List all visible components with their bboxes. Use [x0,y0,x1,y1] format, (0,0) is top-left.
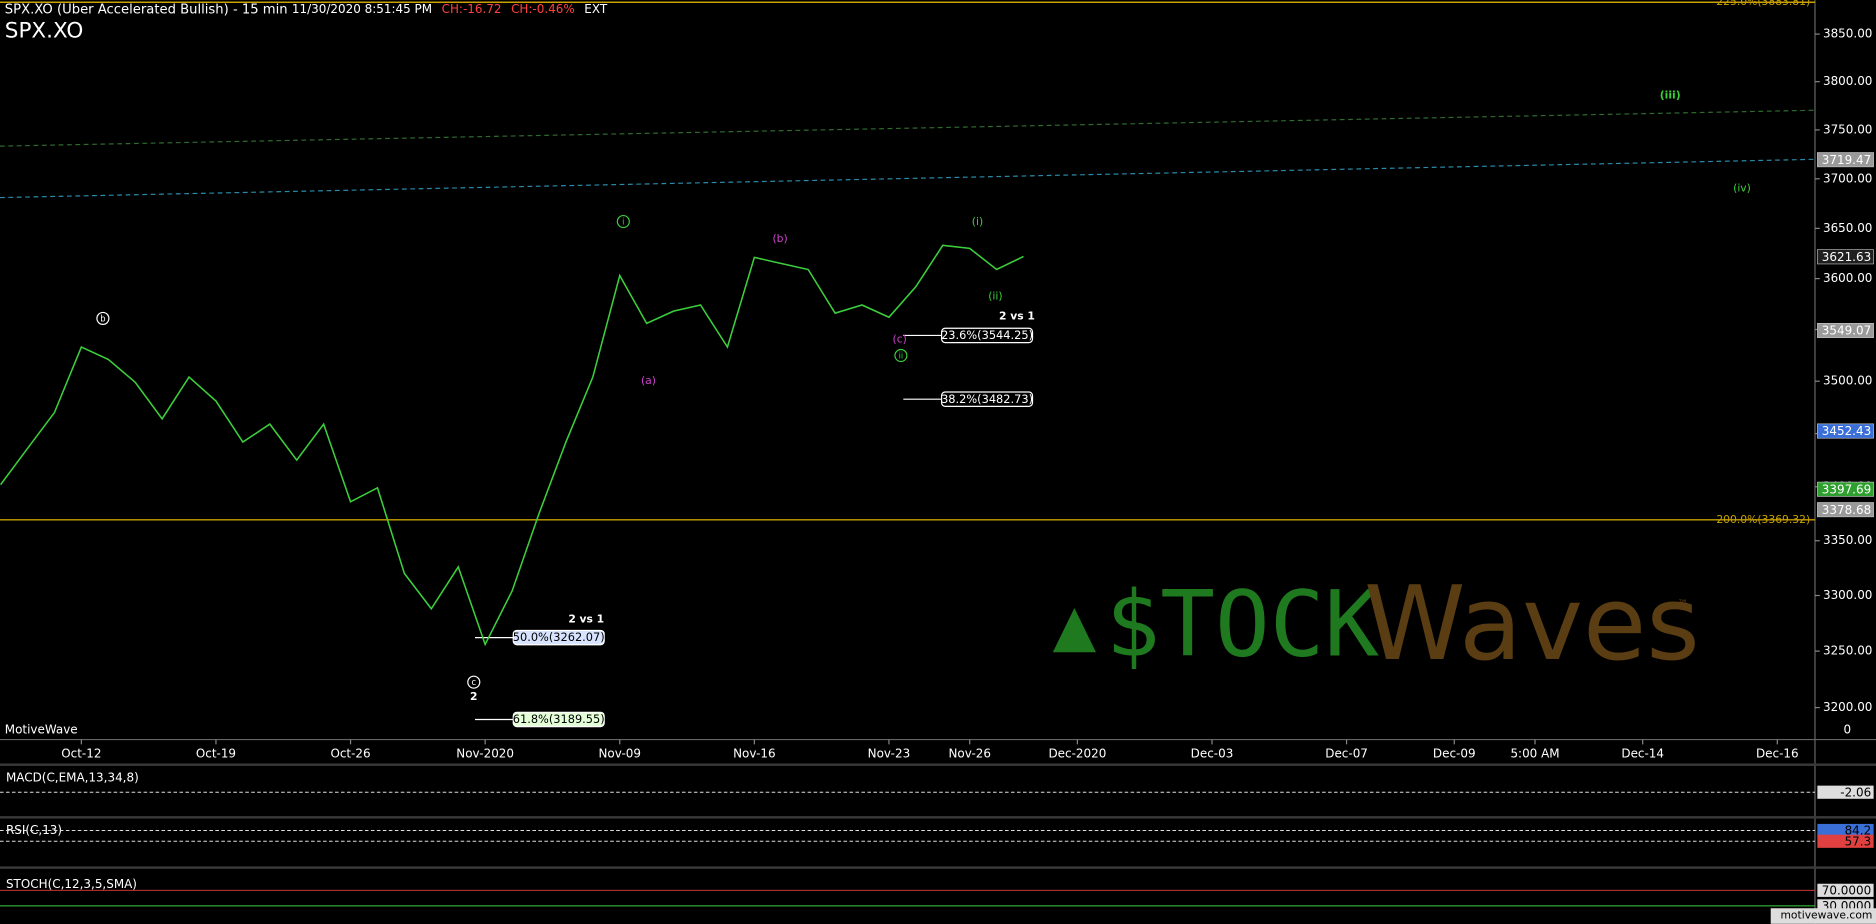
wave-label: (b) [772,232,787,245]
header-info: CH:-16.72 [442,2,502,16]
wave-label: (a) [641,374,656,387]
fib-label: 23.6%(3544.25) [941,328,1033,342]
panel-reading-box [1817,823,1874,838]
y-tick-label: 3850.00 [1823,27,1872,41]
fib-box [940,391,1034,407]
chart-title: SPX.XO [5,18,84,43]
watermark: ™ [1677,597,1688,610]
price-label: 3452.43 [1822,424,1871,438]
header-info: CH:-0.46% [511,2,575,16]
wave-label: (iii) [1660,88,1681,101]
wave-label: (ii) [988,289,1002,302]
price-label-box [1817,502,1874,518]
panel-reading-box [1817,883,1874,897]
x-tick-label: Dec-03 [1191,746,1234,760]
panel-reading-box [1817,785,1874,799]
fib-box [940,327,1034,344]
y-tick-label: 3250.00 [1823,644,1872,658]
panel-label: STOCH(C,12,3,5,SMA) [6,877,137,891]
price-label-box [1817,323,1874,338]
y-tick-label: 3600.00 [1823,271,1872,285]
panel-reading: 84.2 [1845,824,1872,838]
y-tick-label: 3700.00 [1823,171,1872,185]
watermark: $TOCK [1106,573,1380,678]
header-info: 11/30/2020 8:51:45 PM [292,2,432,16]
wave-label: 2 vs 1 [999,310,1035,323]
price-label: 3397.69 [1822,482,1871,496]
fib-label: 38.2%(3482.73) [941,392,1033,406]
price-label-box [1817,423,1874,439]
x-tick-label: Nov-16 [733,746,776,760]
x-tick-label: Oct-12 [61,746,101,760]
wave-label: b [100,314,105,324]
fib-label: 225.0%(3883.81) [1716,0,1810,8]
y-tick-label: 3650.00 [1823,221,1872,235]
x-tick-label: Nov-2020 [456,746,514,760]
price-label: 3719.47 [1822,153,1871,167]
price-line [0,244,1024,647]
panel-separator [0,866,1876,869]
panel-separator [0,816,1876,819]
y-tick-label: 3350.00 [1823,533,1872,547]
wave-label: c [471,677,476,687]
y-tick-label: 3800.00 [1823,74,1872,88]
footer: motivewave.com [1780,908,1872,921]
header-info: EXT [584,2,608,16]
volume-axis-label: 0 [1843,723,1851,737]
wave-label: (i) [972,215,983,228]
fib-box [512,711,605,728]
channel-line [0,158,1815,199]
panel-reading: -2.06 [1840,785,1871,799]
price-label-box [1817,481,1874,497]
x-tick-label: Nov-09 [598,746,641,760]
wave-circle [616,214,630,229]
y-tick-label: 3300.00 [1823,588,1872,602]
x-tick-label: Dec-2020 [1048,746,1106,760]
price-label-box [1817,152,1874,168]
wave-label: 2 [470,690,477,703]
panel-reading: 70.0000 [1822,883,1871,897]
wave-label: 2 vs 1 [568,612,604,625]
x-tick-label: Oct-26 [330,746,370,760]
watermark-triangle [1052,607,1096,653]
fib-label: 61.8%(3189.55) [513,712,605,726]
panel-separator [0,763,1876,766]
panel-reading: 57.3 [1845,834,1872,848]
price-label: 3549.07 [1822,324,1871,338]
panel-label: RSI(C,13) [6,823,62,837]
price-label: 3378.68 [1822,503,1871,517]
price-label-box [1817,249,1874,265]
footer-bar [1770,908,1876,924]
y-tick-label: 3750.00 [1823,122,1872,136]
x-tick-label: 5:00 AM [1510,746,1559,760]
fib-label: 50.0%(3262.07) [513,630,605,644]
wave-label: ii [899,351,904,361]
x-tick-label: Oct-19 [196,746,236,760]
watermark: Waves [1364,564,1700,684]
y-tick-label: 3200.00 [1823,700,1872,714]
fib-box [512,629,605,646]
wave-label: (iv) [1733,182,1751,195]
x-tick-label: Nov-26 [948,746,991,760]
wave-circle [894,348,908,363]
x-tick-label: Dec-09 [1433,746,1476,760]
subtitle: SPX.XO (Uber Accelerated Bullish) - 15 m… [5,3,288,18]
x-tick-label: Dec-14 [1621,746,1664,760]
wave-label: i [622,217,624,227]
channel-line [0,109,1815,147]
fib-label: 200.0%(3369.32) [1716,513,1810,526]
wave-label: (c) [893,332,907,345]
source: MotiveWave [5,723,78,737]
x-tick-label: Dec-16 [1756,746,1799,760]
panel-reading-box [1817,834,1874,848]
x-tick-label: Nov-23 [868,746,911,760]
x-tick-label: Dec-07 [1325,746,1368,760]
panel-label: MACD(C,EMA,13,34,8) [6,770,139,784]
wave-circle [467,675,481,689]
y-tick-label: 3500.00 [1823,374,1872,388]
price-label: 3621.63 [1822,250,1871,264]
wave-circle [96,311,110,326]
